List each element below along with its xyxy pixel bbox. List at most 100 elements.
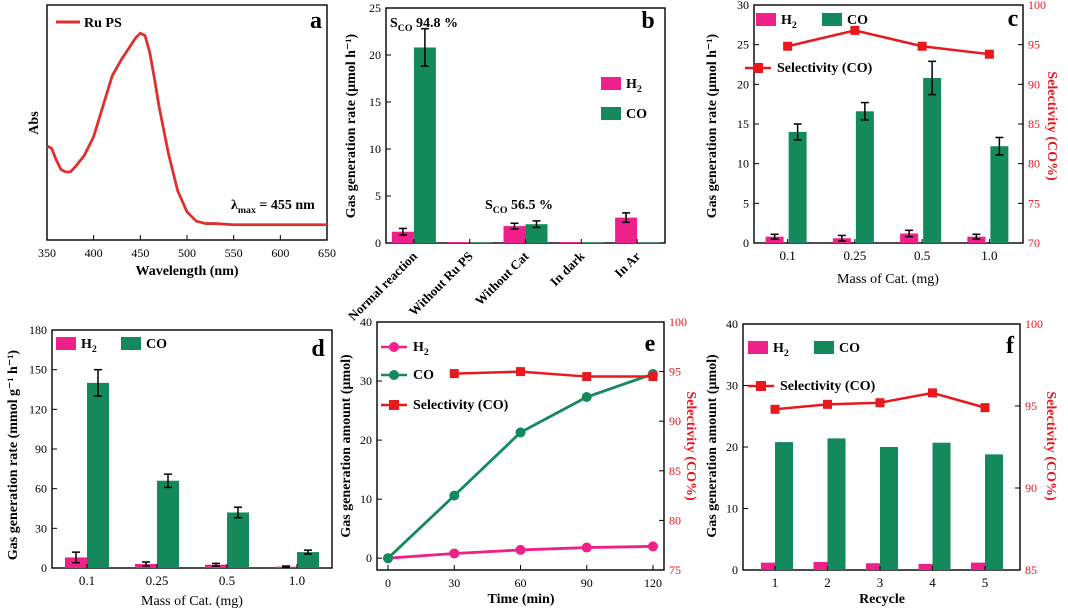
y-tick-label: 95: [669, 365, 681, 379]
co-bar: [637, 242, 660, 244]
h2-bar: [900, 233, 919, 243]
legend-co-label: CO: [146, 337, 167, 352]
selectivity-point: [980, 403, 990, 413]
panel-c: 0 5 10 15 20 25 30 70 75 80 85 90 95 100 0.1 0.25 0.5 1.0…: [705, 0, 1059, 287]
x-tick-label: 30: [448, 576, 460, 590]
y-tick-label: 0: [743, 236, 749, 250]
h2-bar: [918, 563, 937, 570]
y-tick-label: 15: [369, 95, 381, 109]
selectivity-point: [516, 367, 525, 377]
x-tick-label: 1.0: [289, 573, 305, 588]
y-tick-label: 70: [1028, 236, 1040, 250]
x-tick-label: Without Cat: [472, 248, 532, 308]
y-axis-label: Gas generation rate (μmol h⁻¹): [344, 33, 359, 218]
x-tick-label: 1: [772, 575, 779, 590]
h2-bar: [971, 562, 989, 570]
y-tick-label: 150: [29, 363, 47, 377]
x-tick-label: 500: [178, 246, 196, 260]
panel-d: 0 30 60 90 120 150 180 0.1 0.25 0.5 1.0 Mass of Cat…: [6, 323, 333, 608]
co-point: [383, 553, 394, 564]
x-tick-label: 60: [515, 576, 527, 590]
legend-selectivity-label: Selectivity (CO): [413, 398, 509, 413]
x-tick-label: 450: [131, 246, 149, 260]
selectivity-point: [783, 41, 793, 51]
selectivity-point: [770, 404, 780, 414]
selectivity-point: [582, 372, 592, 382]
co-bar: [157, 480, 179, 568]
legend-selectivity-label: Selectivity (CO): [780, 379, 876, 394]
co-bar: [87, 382, 109, 568]
y-tick-label: 100: [1028, 0, 1046, 12]
y-tick-label: 30: [737, 0, 749, 12]
h2-point: [515, 544, 526, 555]
y-tick-label: 40: [360, 315, 372, 329]
y-tick-label: 0: [732, 563, 738, 577]
h2-point: [449, 548, 460, 559]
h2-bar: [447, 242, 470, 243]
h2-bar: [503, 226, 526, 243]
y-tick-label: 0: [375, 236, 381, 250]
co-bar: [413, 47, 436, 244]
x-tick-label: 1.0: [981, 248, 997, 263]
y-tick-label: 90: [669, 414, 681, 428]
selectivity-point: [449, 369, 459, 379]
x-tick-label: 0.1: [780, 248, 796, 263]
panel-label: c: [1008, 6, 1019, 32]
legend-h2-swatch: [56, 337, 76, 350]
x-tick-label: 0.5: [219, 573, 235, 588]
absorbance-curve: [46, 31, 327, 227]
y-tick-label: 20: [369, 48, 381, 62]
y-tick-label: 20: [737, 77, 749, 91]
selectivity-point: [928, 388, 937, 398]
co-bar: [827, 438, 846, 570]
h2-bar: [761, 562, 779, 570]
panel-label: b: [641, 8, 654, 34]
selectivity-point: [984, 49, 994, 59]
selectivity-point: [875, 398, 885, 408]
x-tick-label: 2: [824, 575, 831, 590]
legend-co-label: CO: [626, 107, 647, 122]
y-tick-label: 85: [1028, 117, 1040, 131]
h2-bar: [615, 217, 638, 243]
x-tick-label: 0.5: [914, 248, 930, 263]
lambda-max-annotation: λmax = 455 nm: [231, 198, 315, 216]
y-tick-label: 20: [360, 433, 372, 447]
x-axis-label: Wavelength (nm): [135, 264, 238, 279]
y-tick-label: 80: [1028, 157, 1040, 171]
panel-f: 0 10 20 30 40 85 90 95 100 1 2 3 4 5 Recycle Gas genera…: [705, 317, 1058, 607]
y2-axis-label: Selectivity (CO%): [1043, 391, 1058, 501]
co-bar: [581, 242, 604, 244]
x-tick-label: 90: [581, 576, 593, 590]
h2-bar: [391, 231, 414, 243]
y-tick-label: 95: [1028, 38, 1040, 52]
x-tick-label: 0.1: [79, 573, 95, 588]
panel-label: d: [311, 336, 325, 362]
co-bar: [788, 131, 807, 243]
h2-bar: [967, 236, 986, 243]
panel-e: 0 10 20 30 40 75 80 85 90 95 100 0 30 60 90 120 Time (mi…: [339, 315, 698, 607]
y-tick-label: 90: [35, 442, 47, 456]
y2-axis-label: Selectivity (CO%): [683, 391, 698, 501]
y-tick-label: 30: [726, 379, 738, 393]
y-tick-label: 5: [743, 196, 749, 210]
y-tick-label: 10: [360, 492, 372, 506]
panel-e-frame: [376, 321, 665, 571]
legend-h2-swatch: [756, 13, 776, 26]
x-tick-label: 0.25: [844, 248, 867, 263]
legend-co-label: CO: [413, 368, 434, 383]
co-bar: [985, 454, 1003, 570]
y-tick-label: 20: [726, 440, 738, 454]
selectivity-annotation-normal: SCO 94.8 %: [390, 16, 458, 34]
h2-bar: [813, 562, 832, 570]
y-tick-label: 30: [35, 521, 47, 535]
y-tick-label: 10: [369, 142, 381, 156]
x-tick-label: 650: [318, 246, 336, 260]
h2-bar: [559, 242, 582, 243]
legend-h2-label: H2: [781, 13, 797, 31]
legend-co-label: CO: [847, 13, 868, 28]
y-tick-label: 15: [737, 117, 749, 131]
x-axis-label: Mass of Cat. (mg): [837, 272, 939, 287]
y-tick-label: 80: [669, 513, 681, 527]
y-tick-label: 75: [669, 563, 681, 577]
